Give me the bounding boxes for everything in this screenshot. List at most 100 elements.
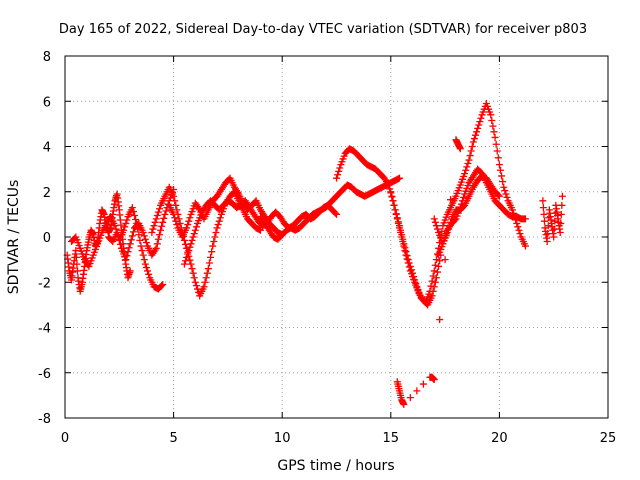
data-point [153,212,161,220]
data-point [399,235,407,243]
data-point [419,380,427,388]
data-point [521,215,529,223]
data-point [540,217,548,225]
data-point [436,257,444,265]
data-point [154,208,162,216]
data-point [432,222,440,230]
data-point [185,217,193,225]
data-point [140,256,148,264]
data-point [441,256,449,264]
data-point [426,287,434,295]
y-tick-label: -6 [38,367,51,382]
data-point [184,221,192,229]
y-tick-label: 4 [43,141,51,156]
data-point [192,223,200,231]
data-point [145,270,153,278]
data-point [435,262,443,270]
data-point [188,265,196,273]
data-point [433,225,441,233]
data-point [447,196,455,204]
ticks [64,55,609,419]
data-point [187,260,195,268]
data-point [539,204,547,212]
data-point [140,232,148,240]
data-point [214,221,222,229]
data-point [404,256,412,264]
data-point [550,233,558,241]
y-tick-label: 6 [43,95,51,110]
data-point [162,207,170,215]
data-point [207,253,215,261]
data-point [72,253,80,261]
data-point [438,227,446,235]
data-point [135,231,143,239]
data-point [428,277,436,285]
data-point [429,272,437,280]
data-point [189,233,197,241]
data-point [120,226,128,234]
series-track-k [430,172,503,248]
data-point [172,201,180,209]
data-point [476,118,484,126]
data-point [473,128,481,136]
data-point [406,262,414,270]
data-point [216,214,224,222]
data-point [391,206,399,214]
data-point [73,267,81,275]
data-point [141,260,149,268]
series-track-h [333,145,445,309]
data-point [556,228,564,236]
data-point [184,250,192,258]
data-point [388,192,396,200]
data-point [171,214,179,222]
data-point [521,242,529,250]
data-point [494,154,502,162]
data-point [150,222,158,230]
data-point [189,269,197,277]
data-point [202,274,210,282]
x-tick-label: 10 [274,431,291,446]
data-point [406,394,414,402]
data-point [213,224,221,232]
x-tick-label: 15 [383,431,400,446]
data-point [431,218,439,226]
data-point [128,232,136,240]
data-point [159,218,167,226]
data-point [445,222,453,230]
data-point [412,279,420,287]
series-track-g [256,174,403,243]
data-point [153,240,161,248]
data-point [515,226,523,234]
data-point [334,171,342,179]
data-point [513,219,521,227]
data-point [462,166,470,174]
series-track-l [539,192,566,246]
data-point [407,266,415,274]
data-point [430,376,438,384]
data-point [183,224,191,232]
data-point [212,228,220,236]
data-point [173,221,181,229]
series-track-b-early [68,204,167,293]
data-point [499,178,507,186]
grid [65,56,608,418]
data-point [488,116,496,124]
data-point [172,217,180,225]
data-point [123,216,131,224]
data-point [336,164,344,172]
data-point [466,152,474,160]
data-point [200,283,208,291]
data-point [132,215,140,223]
data-point [496,166,504,174]
data-point [126,267,134,275]
data-point [139,251,147,259]
tick-labels: 0 5 10 15 20 25 -8 -6 -4 -2 0 2 4 6 8 [38,50,616,446]
data-point [129,208,137,216]
data-point [209,242,217,250]
data-point [331,209,339,217]
data-point [500,183,508,191]
data-point [395,174,403,182]
data-point [402,248,410,256]
data-point [114,232,122,240]
